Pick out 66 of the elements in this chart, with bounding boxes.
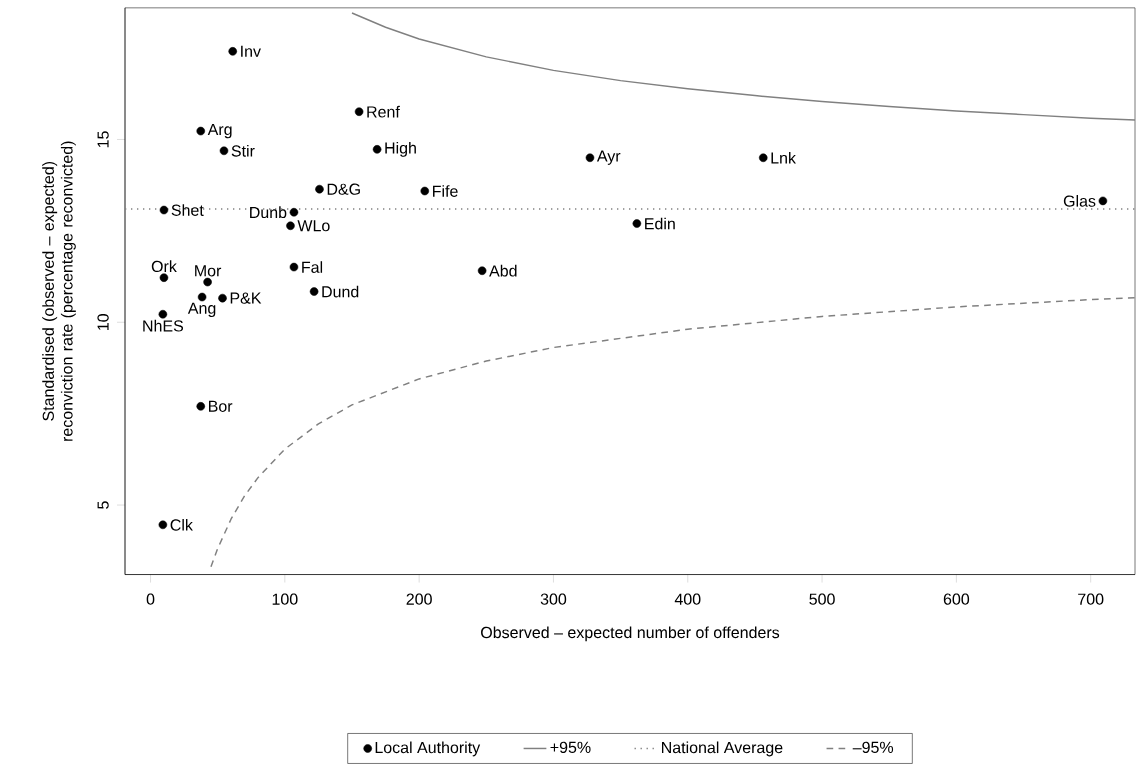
annotation: Arg — [207, 123, 232, 139]
point — [219, 146, 229, 156]
annotation: Renf — [367, 105, 400, 118]
legend-label: –95% — [852, 741, 894, 753]
x-tick-label: 700 — [1078, 593, 1104, 605]
point — [420, 186, 430, 196]
annotation: Stir — [231, 144, 255, 157]
annotation: Fife — [433, 185, 458, 197]
annotation: Dunb — [250, 206, 287, 219]
x-tick-label: 0 — [146, 593, 155, 605]
x-tick-label: 600 — [943, 593, 970, 605]
annotation: Ayr — [596, 150, 621, 165]
annotation: Ang — [187, 302, 216, 317]
annotation: Inv — [241, 45, 261, 57]
point — [289, 262, 299, 272]
legend-label: +95% — [550, 741, 591, 753]
point — [585, 153, 595, 163]
point — [632, 219, 642, 228]
point — [159, 205, 169, 215]
point — [309, 287, 319, 296]
point — [1098, 196, 1108, 206]
annotation: Bor — [209, 400, 233, 412]
annotation: P&K — [230, 292, 262, 304]
point — [196, 126, 206, 136]
point — [203, 277, 212, 287]
point — [315, 184, 324, 194]
annotation: Ork — [151, 260, 177, 273]
annotation: Clk — [170, 518, 193, 531]
annotation: NhES — [143, 319, 184, 332]
point — [286, 221, 295, 231]
x-tick-label: 100 — [272, 593, 298, 605]
y-tick-label: 15 — [97, 131, 109, 148]
point — [354, 107, 364, 116]
legend-label: National Average — [662, 741, 783, 757]
y-axis-title: Standardised (observed – expected) reconviction rate (percentage reconvicted) — [42, 141, 76, 441]
annotation: Fal — [302, 261, 323, 273]
legend-label: Local Authority — [375, 741, 481, 757]
annotation: Dund — [322, 285, 359, 298]
point — [158, 520, 168, 530]
annotation: Mor — [195, 265, 222, 277]
point — [477, 266, 487, 275]
annotation: Glas — [1063, 195, 1096, 207]
x-tick-label: 500 — [809, 593, 835, 605]
annotation: High — [385, 141, 416, 157]
point — [372, 145, 382, 154]
y-tick-label: 10 — [97, 313, 109, 330]
point — [197, 292, 207, 302]
x-tick-label: 200 — [406, 593, 432, 605]
x-tick-label: 400 — [674, 593, 701, 605]
point — [159, 273, 169, 282]
annotation: Lnk — [771, 151, 796, 164]
annotation: WLo — [297, 220, 330, 232]
point — [196, 402, 206, 411]
annotation: Edin — [645, 217, 675, 230]
line-series — [351, 12, 1136, 121]
point — [158, 309, 168, 319]
point — [218, 293, 227, 303]
annotation: D&G — [327, 183, 360, 195]
point — [228, 47, 237, 56]
y-tick-label: 5 — [97, 501, 109, 509]
x-tick-label: 300 — [540, 593, 567, 605]
annotation: Shet — [171, 204, 204, 216]
x-axis-title: Observed – expected number of offenders — [481, 626, 780, 642]
annotation: Abd — [489, 264, 517, 277]
point — [758, 153, 768, 163]
point — [289, 207, 299, 217]
